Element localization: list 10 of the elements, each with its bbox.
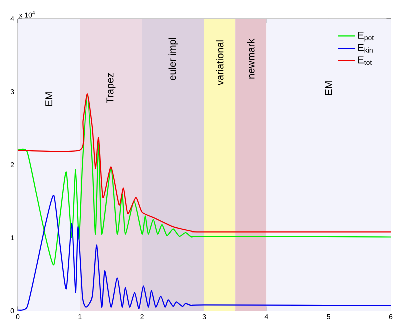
line-series bbox=[17, 195, 392, 311]
band-label: variational bbox=[216, 40, 224, 86]
band-label: euler impl bbox=[168, 38, 178, 80]
legend-label: E$_{pot}$ bbox=[358, 32, 374, 42]
band-label: EM bbox=[46, 92, 53, 106]
band-label: newmark bbox=[247, 38, 255, 79]
band-label: EM bbox=[325, 82, 332, 96]
band-label: Trapez bbox=[106, 73, 116, 104]
legend-label: E$_{kin}$ bbox=[358, 44, 373, 53]
legend-label: E$_{tot}$ bbox=[358, 56, 372, 66]
